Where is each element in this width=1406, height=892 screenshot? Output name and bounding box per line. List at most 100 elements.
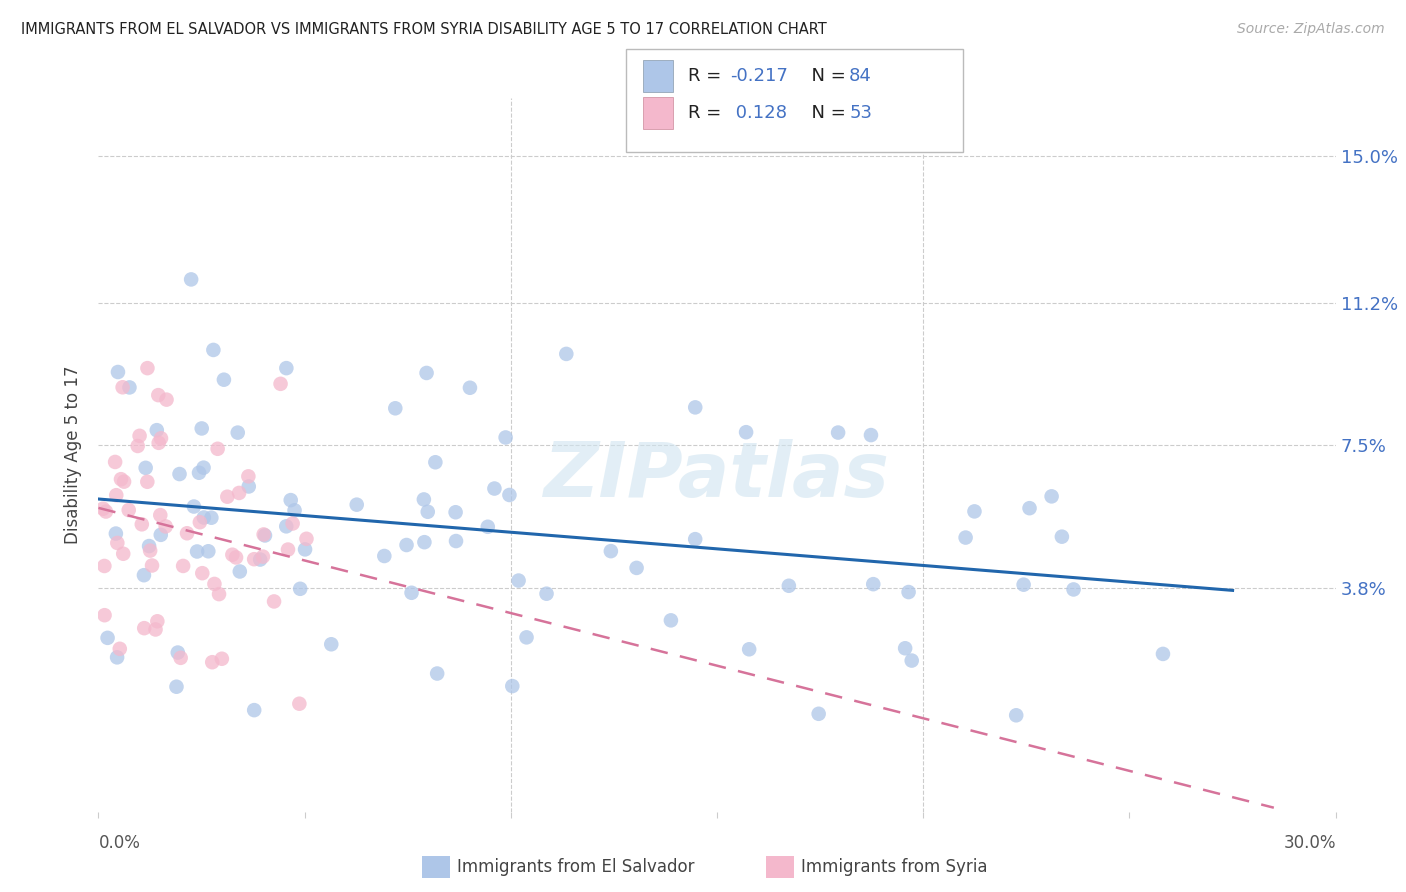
Point <box>197 544 219 558</box>
Text: IMMIGRANTS FROM EL SALVADOR VS IMMIGRANTS FROM SYRIA DISABILITY AGE 5 TO 17 CORR: IMMIGRANTS FROM EL SALVADOR VS IMMIGRANT… <box>21 22 827 37</box>
Point <box>97 631 120 645</box>
Point <box>146 423 169 437</box>
Point <box>166 680 188 694</box>
Point <box>190 421 212 435</box>
Point <box>807 706 830 721</box>
Point <box>134 621 156 635</box>
Point <box>176 526 198 541</box>
Point <box>283 503 305 517</box>
Point <box>401 586 423 600</box>
Point <box>683 401 706 415</box>
Point <box>683 532 706 546</box>
Point <box>91 501 114 516</box>
Point <box>105 536 128 550</box>
Point <box>263 594 285 608</box>
Point <box>188 515 211 529</box>
Point <box>288 697 311 711</box>
Point <box>225 550 247 565</box>
Point <box>172 558 194 573</box>
Point <box>118 503 141 517</box>
Point <box>894 641 917 656</box>
Point <box>104 455 127 469</box>
Point <box>955 531 977 545</box>
Point <box>412 492 434 507</box>
Text: 0.128: 0.128 <box>730 104 787 122</box>
Text: -0.217: -0.217 <box>730 67 787 85</box>
Point <box>207 442 229 456</box>
Point <box>228 486 250 500</box>
Point <box>1005 708 1028 723</box>
Point <box>738 642 761 657</box>
Point <box>131 517 153 532</box>
Point <box>132 568 155 582</box>
Point <box>211 652 233 666</box>
Point <box>169 650 191 665</box>
Point <box>277 542 299 557</box>
Point <box>900 654 922 668</box>
Point <box>1040 489 1063 503</box>
Point <box>127 439 149 453</box>
Text: 84: 84 <box>849 67 872 85</box>
Point <box>659 613 682 627</box>
Text: N =: N = <box>800 67 852 85</box>
Point <box>897 585 920 599</box>
Point <box>735 425 758 440</box>
Point <box>169 467 191 481</box>
Point <box>139 543 162 558</box>
Point <box>626 561 648 575</box>
Point <box>188 466 211 480</box>
Point <box>118 380 141 394</box>
Point <box>105 650 128 665</box>
Text: 53: 53 <box>849 104 872 122</box>
Point <box>295 532 318 546</box>
Point <box>93 558 115 573</box>
Point <box>104 526 127 541</box>
Point <box>1012 577 1035 591</box>
Point <box>180 272 202 286</box>
Point <box>149 528 172 542</box>
Point <box>202 343 225 357</box>
Point <box>346 498 368 512</box>
Point <box>186 544 208 558</box>
Point <box>105 488 128 502</box>
Point <box>599 544 621 558</box>
Point <box>413 535 436 549</box>
Point <box>1152 647 1174 661</box>
Point <box>183 500 205 514</box>
Point <box>859 428 882 442</box>
Point <box>191 566 214 581</box>
Point <box>426 666 449 681</box>
Point <box>290 582 312 596</box>
Point <box>276 519 298 533</box>
Point <box>508 574 530 588</box>
Point <box>384 401 406 416</box>
Point <box>862 577 884 591</box>
Point <box>477 520 499 534</box>
Text: R =: R = <box>688 104 727 122</box>
Point <box>107 365 129 379</box>
Point <box>135 460 157 475</box>
Point <box>515 631 537 645</box>
Point <box>555 347 578 361</box>
Point <box>155 392 177 407</box>
Point <box>226 425 249 440</box>
Point <box>444 505 467 519</box>
Point <box>193 460 215 475</box>
Text: R =: R = <box>688 67 727 85</box>
Point <box>193 510 215 524</box>
Point <box>484 482 506 496</box>
Point <box>150 431 173 445</box>
Point <box>148 435 170 450</box>
Point <box>238 479 260 493</box>
Point <box>281 516 304 531</box>
Point <box>94 504 117 518</box>
Text: 30.0%: 30.0% <box>1284 834 1336 852</box>
Point <box>136 361 159 376</box>
Point <box>204 577 226 591</box>
Point <box>270 376 292 391</box>
Text: N =: N = <box>800 104 852 122</box>
Point <box>416 505 439 519</box>
Point <box>778 579 800 593</box>
Point <box>208 587 231 601</box>
Point <box>128 429 150 443</box>
